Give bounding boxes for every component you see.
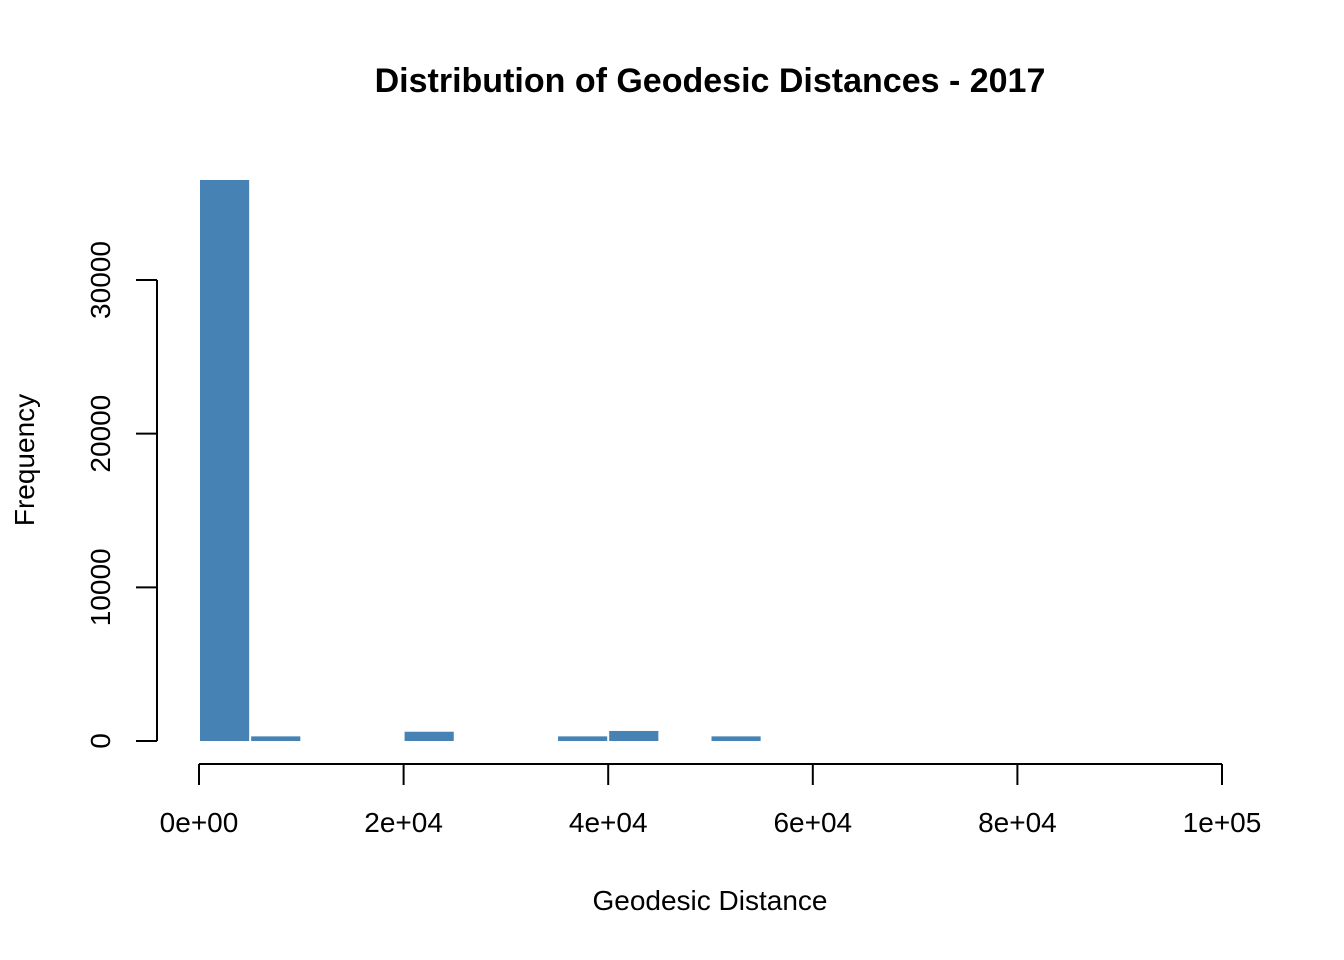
x-axis-label: Geodesic Distance — [592, 885, 827, 916]
y-tick-label: 10000 — [85, 548, 116, 626]
x-tick-label: 6e+04 — [773, 807, 852, 838]
x-tick-label: 0e+00 — [160, 807, 239, 838]
x-tick-label: 4e+04 — [569, 807, 648, 838]
x-tick-label: 2e+04 — [364, 807, 443, 838]
histogram-bar — [404, 731, 454, 741]
histogram-bar — [251, 736, 301, 741]
x-tick-label: 8e+04 — [978, 807, 1057, 838]
chart-title: Distribution of Geodesic Distances - 201… — [375, 62, 1046, 100]
histogram-bar — [711, 736, 761, 741]
histogram-bar — [200, 180, 250, 741]
y-tick-label: 30000 — [85, 241, 116, 319]
bars — [200, 180, 761, 741]
y-axis: 0 10000 20000 30000 — [85, 241, 158, 749]
y-tick-label: 0 — [85, 733, 116, 749]
histogram-bar — [558, 736, 608, 741]
y-axis-label: Frequency — [9, 394, 40, 526]
y-tick-label: 20000 — [85, 395, 116, 473]
x-tick-label: 1e+05 — [1183, 807, 1262, 838]
x-axis: 0e+00 2e+04 4e+04 6e+04 8e+04 1e+05 — [160, 763, 1262, 838]
histogram-bar — [609, 730, 659, 741]
